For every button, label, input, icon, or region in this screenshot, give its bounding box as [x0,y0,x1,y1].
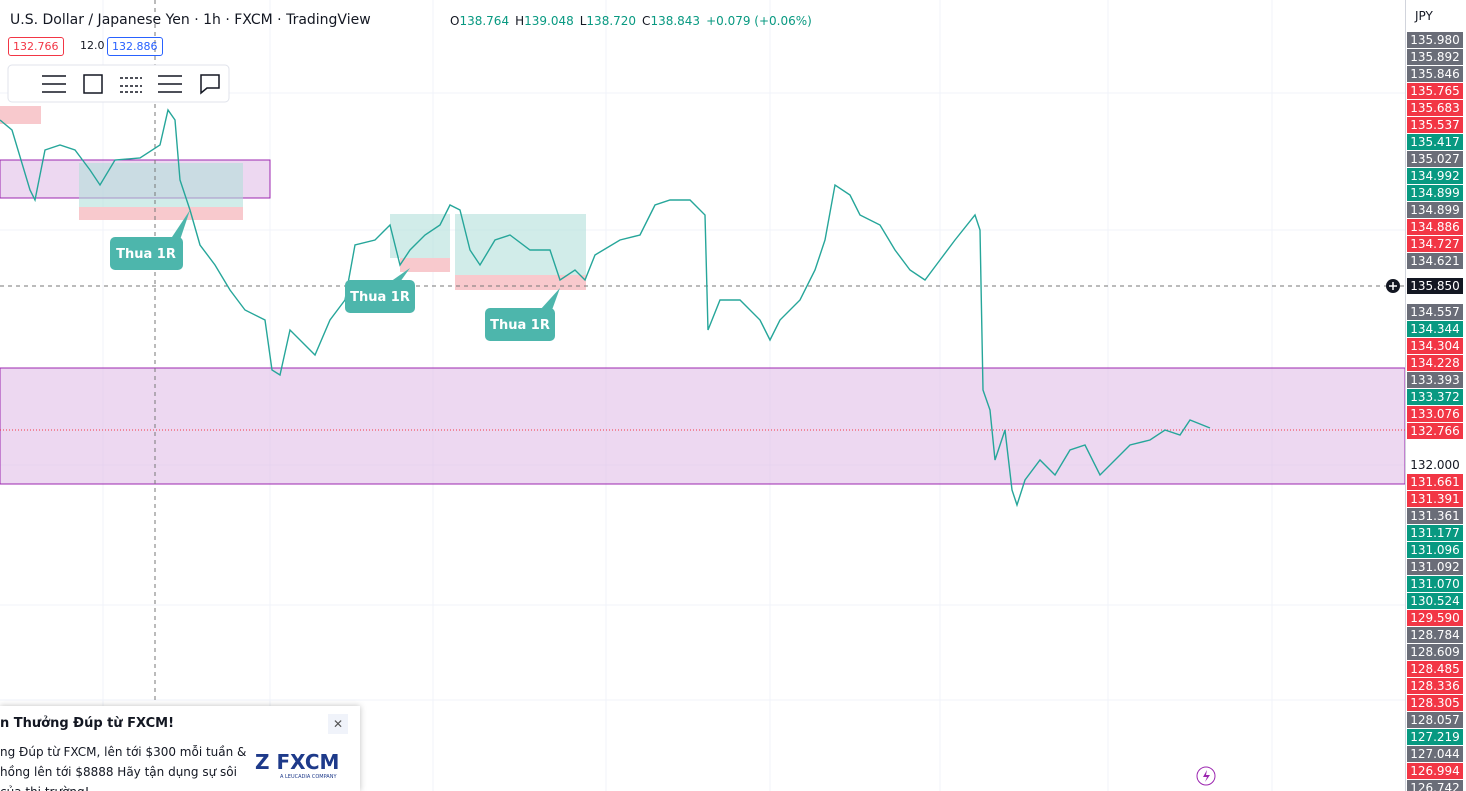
price-label: 131.661 [1407,474,1463,490]
price-label: 131.092 [1407,559,1463,575]
price-label: 134.899 [1407,185,1463,201]
tool-fib[interactable] [120,77,142,93]
price-label: 135.846 [1407,66,1463,82]
tool-rect[interactable] [83,74,103,94]
price-label: 128.485 [1407,661,1463,677]
price-label: 131.096 [1407,542,1463,558]
zone [0,367,1405,485]
position-target [79,163,243,207]
position-stop [79,207,243,220]
price-candles [0,108,1211,508]
price-label: 129.590 [1407,610,1463,626]
ohlc-value: 138.764 [459,14,510,28]
price-label: 135.980 [1407,32,1463,48]
price-label: 133.393 [1407,372,1463,388]
annotation: Thua 1R [350,290,410,305]
ad-logo-sub: A LEUCADIA COMPANY [280,774,337,780]
price-label: 131.070 [1407,576,1463,592]
ad-title: n Thưởng Đúp từ FXCM! [0,716,174,731]
ohlc-label: C [642,14,651,28]
ohlc: O138.764 H139.048 L138.720 C138.843 +0.079 (… [450,14,818,28]
price-label: 131.361 [1407,508,1463,524]
price-label: 134.992 [1407,168,1463,184]
price-label: 128.305 [1407,695,1463,711]
price-label: 126.994 [1407,763,1463,779]
price-label: 132.766 [1407,423,1463,439]
buy-button[interactable]: 132.886 [107,37,163,56]
ad-line: hồng lên tới $8888 Hãy tận dụng sự sôi [0,765,237,779]
ad-body: ng Đúp từ FXCM, lên tới $300 mỗi tuần & … [0,742,246,791]
price-label: 134.886 [1407,219,1463,235]
ad-logo: Z FXCM [255,750,340,774]
price-label: 126.742 [1407,780,1463,791]
price-label: 135.417 [1407,134,1463,150]
price-label: 127.044 [1407,746,1463,762]
spread: 12.0 [80,39,105,52]
position-stop [455,275,586,290]
price-label: 134.228 [1407,355,1463,371]
drawing-toolbar [7,64,230,103]
annotation: Thua 1R [490,318,550,333]
price-label: 133.372 [1407,389,1463,405]
position-stop [400,258,450,272]
price-label: 134.557 [1407,304,1463,320]
price-label: 135.683 [1407,100,1463,116]
price-label: 134.621 [1407,253,1463,269]
ohlc-change: +0.079 (+0.06%) [706,14,812,28]
price-label: 133.076 [1407,406,1463,422]
price-label: 135.892 [1407,49,1463,65]
ad-line: của thị trường! [0,782,246,791]
price-label: 134.727 [1407,236,1463,252]
tool-lines[interactable] [42,75,66,93]
price-label: 134.304 [1407,338,1463,354]
price-label: 134.899 [1407,202,1463,218]
logo-text: FXCM [276,750,340,774]
price-label: 134.344 [1407,321,1463,337]
ad-line: ng Đúp từ FXCM, lên tới $300 mỗi tuần & [0,745,247,759]
ohlc-value: 138.843 [650,14,701,28]
add-button[interactable] [1383,277,1403,297]
annotation: Thua 1R [116,247,176,262]
price-label: 132.000 [1410,458,1460,472]
lightning-icon[interactable] [1196,766,1216,786]
price-label: 128.609 [1407,644,1463,660]
ohlc-label: O [450,14,460,28]
position-stop [0,106,41,124]
sell-button[interactable]: 132.766 [8,37,64,56]
crosshair-price: 135.850 [1407,278,1463,294]
price-label: 128.784 [1407,627,1463,643]
callouts [110,210,560,341]
price-label: 130.524 [1407,593,1463,609]
price-label: 127.219 [1407,729,1463,745]
price-label: 128.057 [1407,712,1463,728]
price-label: 128.336 [1407,678,1463,694]
tool-levels[interactable] [158,75,182,93]
price-label: 131.391 [1407,491,1463,507]
price-label: 135.027 [1407,151,1463,167]
chart-canvas: Thua 1R Thua 1R Thua 1R [0,0,1405,791]
position-target [455,214,586,275]
ohlc-value: 139.048 [524,14,574,28]
price-label: 131.177 [1407,525,1463,541]
tool-note[interactable] [200,74,220,95]
ohlc-label: L [579,14,587,28]
currency[interactable]: JPY [1415,9,1433,23]
ohlc-value: 138.720 [586,14,637,28]
position-target [390,214,450,258]
lightning-icon [1203,770,1210,782]
price-label: 135.537 [1407,117,1463,133]
ad-panel: n Thưởng Đúp từ FXCM! ng Đúp từ FXCM, lê… [0,706,360,791]
close-button[interactable]: ✕ [328,714,348,734]
ohlc-label: H [515,14,525,28]
price-label: 135.765 [1407,83,1463,99]
symbol-title: U.S. Dollar / Japanese Yen · 1h · FXCM ·… [10,12,371,28]
